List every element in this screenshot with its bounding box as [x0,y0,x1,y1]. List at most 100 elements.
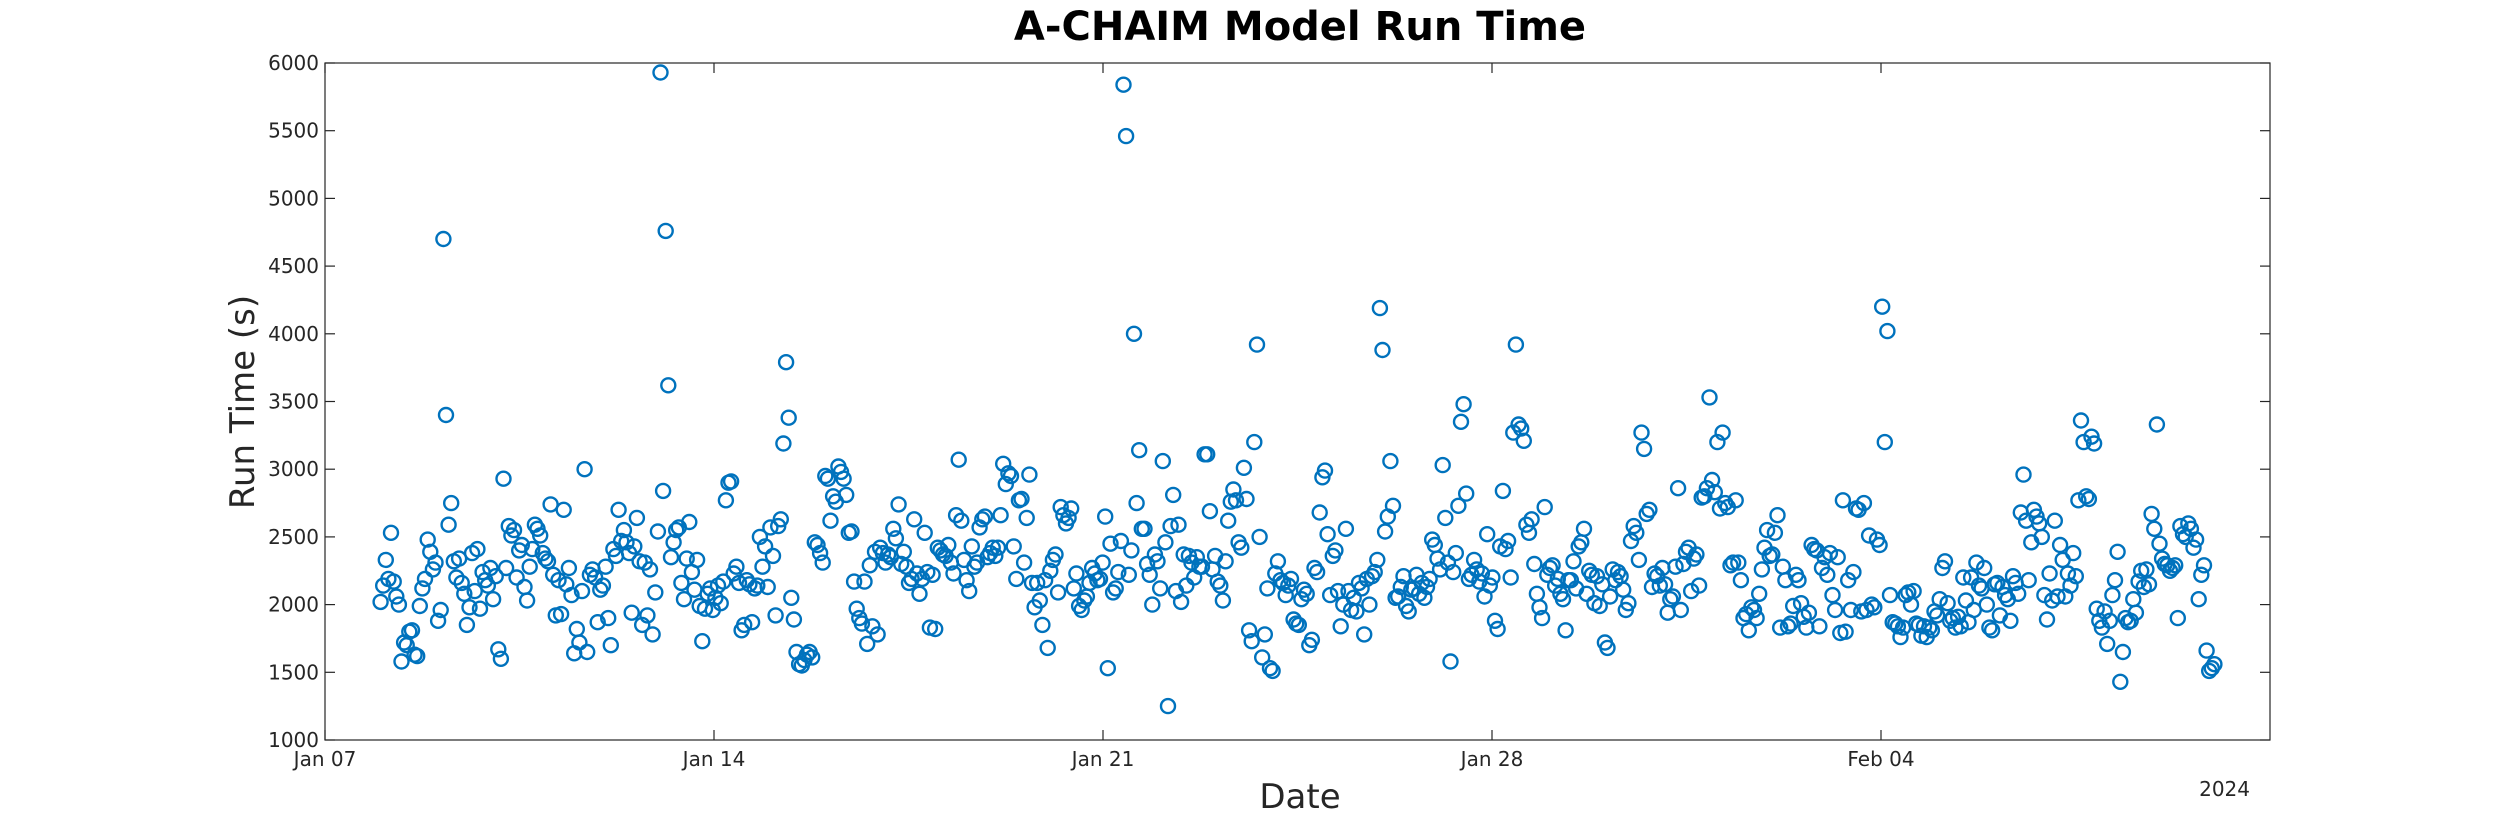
data-point [484,591,502,608]
data-point [1308,563,1326,581]
data-point [1688,546,1705,563]
data-point [1656,576,1674,593]
data-point [1282,570,1300,588]
data-point [1329,582,1347,600]
data-point [471,600,489,617]
data-point [924,566,941,583]
data-point [2193,566,2210,583]
data-point [2080,490,2098,508]
data-point [707,589,724,606]
data-point [1141,566,1158,583]
data-point [1614,581,1632,598]
data-point [1819,566,1836,583]
data-point [1298,585,1315,602]
data-point [1188,549,1206,566]
data-point [1243,633,1260,650]
data-point [521,558,538,575]
data-point [1102,535,1119,552]
data-point [490,641,507,658]
data-point [916,524,933,541]
data-point [2067,568,2085,585]
data-point [1021,466,1038,483]
y-tick-label: 1000 [268,728,319,752]
data-point [594,577,612,594]
data-point [1499,532,1517,550]
data-point [1845,563,1862,581]
data-point [628,509,646,527]
data-point [1099,660,1117,677]
data-point [767,607,784,624]
data-point [1970,577,1988,594]
data-point [1858,601,1875,619]
data-point [532,527,549,544]
data-point [1434,456,1451,474]
data-point [2085,435,2103,452]
data-point [1790,572,1807,589]
data-point [1732,572,1750,589]
data-point [1444,563,1462,581]
data-point [997,475,1014,493]
data-point [550,572,567,589]
data-point [838,486,855,504]
data-point [1887,615,1904,632]
data-point [1060,509,1077,527]
data-point [2151,535,2168,552]
data-point [1669,480,1687,497]
data-point [2098,635,2116,653]
data-point [1125,325,1143,342]
data-point [647,584,664,601]
data-point [1452,413,1470,430]
data-point [1698,480,1716,497]
data-point [1144,596,1161,613]
data-point [1094,554,1111,571]
data-point [1110,563,1127,581]
data-point [668,521,685,539]
data-point [1429,550,1446,567]
data-point [1151,580,1169,597]
data-point [1544,557,1561,574]
data-point [940,536,957,554]
data-point [1437,509,1454,527]
data-point [1348,603,1365,620]
data-point [1013,490,1030,508]
data-point [2106,572,2124,589]
data-point [458,616,476,634]
data-point [1389,588,1407,605]
data-point [1983,622,2001,639]
data-point [469,540,486,558]
data-point [1782,615,1799,632]
data-point [1000,465,1017,482]
data-point [717,492,735,509]
data-point [775,435,792,452]
data-point [440,516,457,533]
y-tick-label: 4500 [268,254,319,278]
data-point [1952,618,1969,635]
data-point [1494,482,1512,500]
data-point [1130,442,1148,459]
data-point [1709,433,1726,451]
data-point [1622,532,1640,550]
data-point [1921,619,1938,636]
data-point [2041,565,2058,582]
data-point [1154,452,1172,470]
data-point [736,616,753,634]
data-point [1635,440,1653,458]
data-point [1259,580,1276,597]
data-point [1457,485,1475,502]
data-point [1455,396,1472,413]
data-point [1905,582,1922,600]
data-point [856,573,873,590]
data-point [1002,467,1020,485]
data-point [479,577,496,594]
data-point [2169,609,2187,627]
data-point [2195,557,2213,574]
y-tick-label: 2500 [268,525,319,549]
data-point [673,574,690,592]
data-point [448,569,465,586]
data-point [1172,593,1190,611]
data-point [879,546,897,563]
data-point [456,585,473,602]
data-point [1641,501,1658,518]
data-point [2088,600,2105,617]
data-point [662,549,680,566]
